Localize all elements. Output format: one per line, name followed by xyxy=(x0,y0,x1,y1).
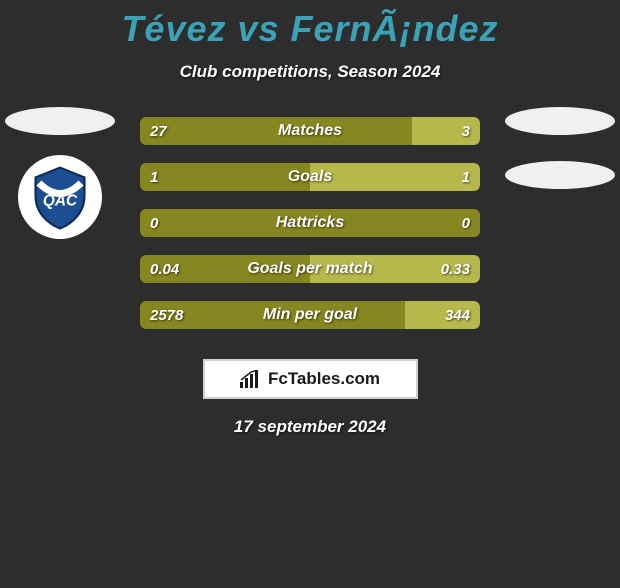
footer-label: FcTables.com xyxy=(268,369,380,389)
right-player-column xyxy=(505,107,615,189)
stat-label: Matches xyxy=(140,117,480,145)
svg-text:QAC: QAC xyxy=(43,192,78,209)
shield-icon: QAC xyxy=(25,162,95,232)
left-player-column: QAC xyxy=(5,107,115,239)
stat-row: 0.040.33Goals per match xyxy=(140,255,480,283)
player-photo-placeholder-right xyxy=(505,107,615,135)
chart-icon xyxy=(240,370,262,388)
stat-bars: 273Matches 11Goals 00Hattricks 0.040.33Goal… xyxy=(140,117,480,347)
player-photo-placeholder-left xyxy=(5,107,115,135)
stat-row: 11Goals xyxy=(140,163,480,191)
comparison-area: QAC 273Matches 11Goals 00Hattricks 0.040.33… xyxy=(0,117,620,347)
stat-label: Hattricks xyxy=(140,209,480,237)
stat-row: 00Hattricks xyxy=(140,209,480,237)
page-subtitle: Club competitions, Season 2024 xyxy=(0,62,620,82)
club-badge-left: QAC xyxy=(18,155,102,239)
page-title: Tévez vs FernÃ¡ndez xyxy=(0,8,620,50)
footer-badge[interactable]: FcTables.com xyxy=(203,359,418,399)
stat-label: Goals per match xyxy=(140,255,480,283)
stat-row: 273Matches xyxy=(140,117,480,145)
stat-row: 2578344Min per goal xyxy=(140,301,480,329)
club-badge-placeholder-right xyxy=(505,161,615,189)
stat-label: Goals xyxy=(140,163,480,191)
date-label: 17 september 2024 xyxy=(0,417,620,437)
stat-label: Min per goal xyxy=(140,301,480,329)
